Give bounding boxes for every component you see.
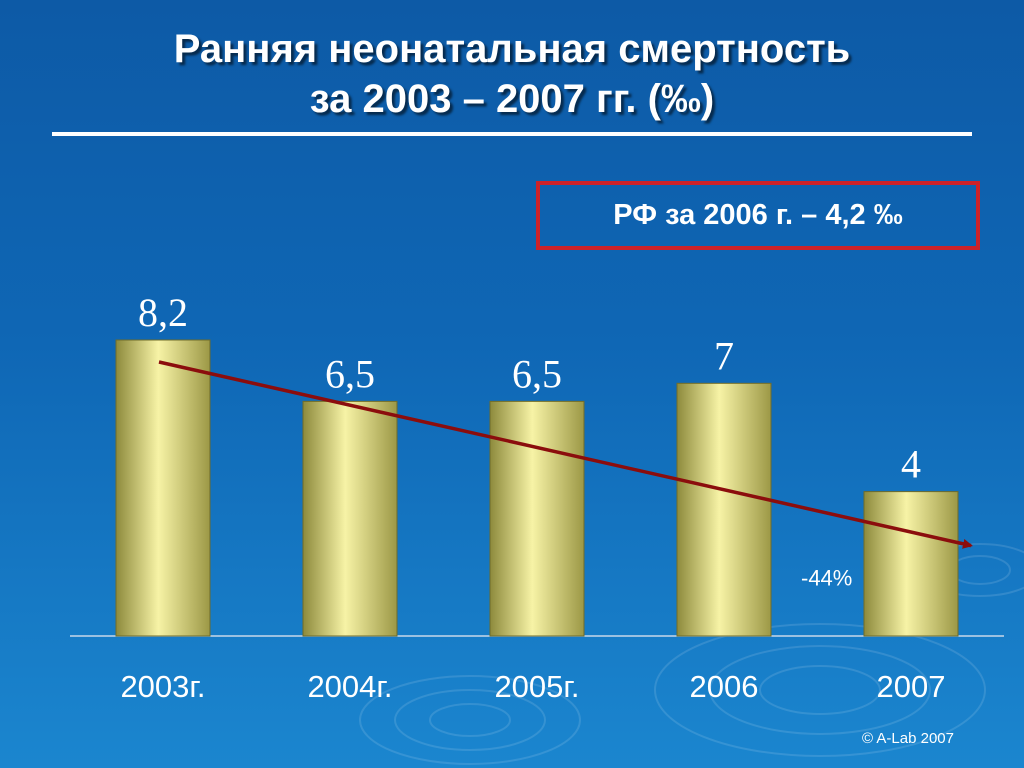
bar-2 xyxy=(489,400,585,637)
bar-0 xyxy=(115,339,211,637)
bar-1 xyxy=(302,400,398,637)
category-label-1: 2004г. xyxy=(307,669,392,704)
rf-callout-box: РФ за 2006 г. – 4,2 ‰ xyxy=(536,181,980,250)
title-divider xyxy=(52,132,972,136)
category-label-4: 2007 xyxy=(877,669,946,704)
title-line-2: за 2003 – 2007 гг. (‰) xyxy=(309,77,715,121)
chart-title: Ранняя неонатальная смертность за 2003 –… xyxy=(0,24,1024,124)
value-label-0: 8,2 xyxy=(138,290,188,335)
trend-annotation: -44% xyxy=(801,566,852,591)
copyright-text: © A-Lab 2007 xyxy=(862,730,954,747)
category-label-0: 2003г. xyxy=(120,669,205,704)
category-label-3: 2006 xyxy=(690,669,759,704)
title-line-1: Ранняя неонатальная смертность xyxy=(173,27,851,71)
value-label-3: 7 xyxy=(714,333,734,378)
value-label-1: 6,5 xyxy=(325,351,375,396)
value-label-4: 4 xyxy=(901,442,921,487)
category-label-2: 2005г. xyxy=(494,669,579,704)
bar-4 xyxy=(863,491,959,637)
trend-arrow xyxy=(158,360,973,549)
rf-callout-text: РФ за 2006 г. – 4,2 ‰ xyxy=(613,199,903,231)
bar-3 xyxy=(676,382,772,637)
value-label-2: 6,5 xyxy=(512,351,562,396)
